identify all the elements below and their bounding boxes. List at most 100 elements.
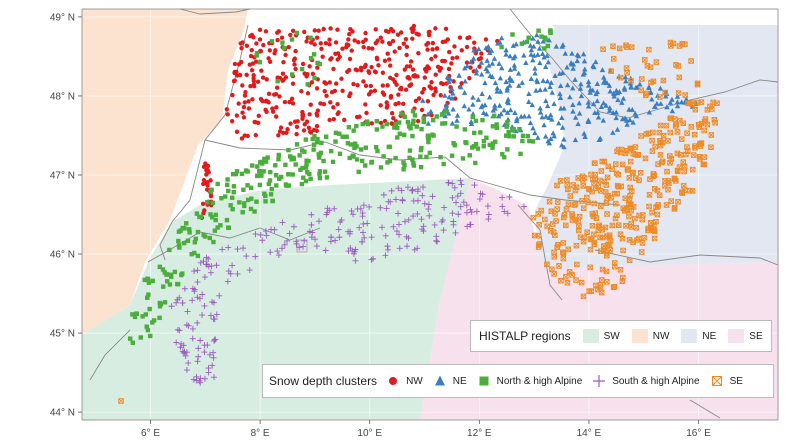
station-north-marker [407, 148, 413, 153]
station-south-marker [368, 234, 375, 241]
x-tick-label: 10° E [357, 428, 382, 439]
station-north-marker [314, 139, 320, 145]
y-tick-label: 47° N [50, 170, 75, 181]
station-nw-marker [239, 59, 244, 65]
station-north-marker [449, 153, 455, 158]
station-south-marker [354, 205, 361, 212]
station-north-marker [317, 175, 323, 181]
station-ne-marker [674, 103, 681, 109]
station-se-marker [544, 223, 550, 230]
station-se-marker [672, 204, 678, 211]
station-ne-marker [585, 82, 592, 88]
station-south-marker [388, 187, 395, 194]
station-se-marker [692, 144, 698, 151]
histalp-region-areas [82, 9, 778, 420]
station-north-marker [195, 253, 201, 259]
station-north-marker [145, 327, 151, 333]
station-south-marker [271, 226, 278, 233]
station-ne-marker [649, 96, 655, 102]
station-south-marker [246, 267, 253, 274]
station-south-marker [216, 292, 223, 299]
station-north-marker [406, 124, 412, 129]
station-nw-marker [314, 86, 320, 91]
station-north-marker [401, 160, 406, 165]
station-north-marker [467, 153, 472, 158]
station-south-marker [322, 247, 329, 254]
station-ne-marker [545, 138, 551, 144]
station-nw-marker [255, 79, 261, 84]
station-se-marker [565, 246, 572, 253]
station-ne-marker [535, 51, 541, 57]
station-north-marker [301, 175, 306, 180]
station-se-marker [674, 150, 681, 157]
clusters-legend: Snow depth clusters NW NE North & high A… [262, 364, 774, 398]
station-north-marker [248, 206, 254, 212]
station-nw-marker [401, 101, 406, 107]
station-north-marker [473, 141, 479, 147]
station-nw-marker [408, 59, 414, 64]
station-north-marker [286, 147, 291, 153]
station-north-marker [146, 292, 151, 297]
station-ne-marker [473, 70, 480, 76]
station-north-marker [223, 194, 228, 199]
station-south-marker [501, 208, 508, 215]
station-nw-marker [275, 37, 280, 43]
station-south-marker [410, 213, 417, 220]
station-ne-marker [539, 50, 546, 56]
station-south-marker [185, 360, 192, 367]
station-ne-marker [536, 45, 543, 51]
station-ne-marker [483, 45, 489, 51]
station-se-marker [614, 182, 621, 189]
station-ne-marker [610, 90, 617, 96]
station-south-marker [201, 302, 208, 309]
station-south-marker [308, 234, 315, 241]
station-ne-marker [511, 62, 518, 68]
station-south-marker [409, 186, 416, 193]
station-nw-marker [230, 92, 235, 98]
station-south-marker [336, 234, 343, 241]
station-nw-marker [429, 80, 434, 85]
station-north-marker [333, 139, 338, 144]
station-north-marker [176, 229, 182, 234]
station-ne-marker [516, 82, 522, 88]
station-nw-marker [420, 90, 425, 95]
station-se-marker [712, 119, 718, 126]
station-south-marker [308, 211, 315, 218]
station-ne-marker [585, 118, 592, 124]
station-north-marker [241, 201, 247, 206]
station-ne-marker [526, 99, 532, 105]
station-ne-marker [667, 99, 674, 105]
station-south-marker [457, 190, 464, 197]
station-ne-marker [551, 133, 557, 139]
station-north-marker [407, 155, 412, 160]
station-north-marker [266, 181, 272, 187]
station-south-marker [184, 308, 191, 315]
station-ne-marker [570, 102, 576, 108]
station-ne-marker [547, 83, 553, 89]
station-nw-marker [257, 27, 263, 33]
station-north-marker [299, 148, 305, 153]
station-se-marker [592, 176, 598, 182]
station-ne-marker [484, 57, 490, 63]
station-nw-marker [415, 118, 421, 124]
station-se-marker [682, 41, 688, 47]
station-se-marker [575, 218, 581, 225]
cluster-nw-entry: NW [385, 373, 423, 389]
station-south-marker [457, 203, 464, 210]
station-north-marker [237, 200, 242, 205]
station-se-marker [626, 257, 633, 264]
station-ne-marker [471, 47, 477, 53]
station-se-marker [687, 187, 693, 194]
station-north-marker [215, 225, 220, 230]
station-se-marker [609, 222, 616, 229]
station-north-marker [213, 217, 218, 223]
station-se-marker [680, 183, 687, 189]
station-nw-marker [411, 73, 416, 79]
station-north-marker [385, 160, 390, 165]
station-ne-marker [449, 95, 455, 101]
station-se-marker [689, 101, 695, 107]
station-south-marker [419, 192, 426, 199]
station-ne-marker [622, 74, 629, 80]
station-ne-marker [572, 114, 579, 120]
station-nw-marker [200, 201, 206, 207]
